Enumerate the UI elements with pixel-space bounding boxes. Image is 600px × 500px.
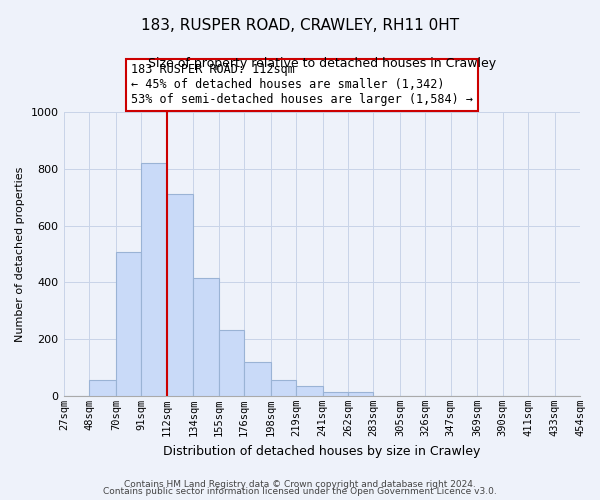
Bar	[296, 386, 323, 396]
Text: Contains HM Land Registry data © Crown copyright and database right 2024.: Contains HM Land Registry data © Crown c…	[124, 480, 476, 489]
Bar	[193, 278, 219, 396]
X-axis label: Distribution of detached houses by size in Crawley: Distribution of detached houses by size …	[163, 444, 481, 458]
Bar	[348, 392, 373, 396]
Text: 183 RUSPER ROAD: 112sqm
← 45% of detached houses are smaller (1,342)
53% of semi: 183 RUSPER ROAD: 112sqm ← 45% of detache…	[131, 64, 473, 106]
Bar	[244, 362, 271, 396]
Bar	[89, 380, 116, 396]
Bar	[116, 252, 142, 396]
Text: Contains public sector information licensed under the Open Government Licence v3: Contains public sector information licen…	[103, 487, 497, 496]
Bar	[219, 330, 244, 396]
Text: 183, RUSPER ROAD, CRAWLEY, RH11 0HT: 183, RUSPER ROAD, CRAWLEY, RH11 0HT	[141, 18, 459, 32]
Bar	[167, 194, 193, 396]
Bar	[142, 163, 167, 396]
Bar	[271, 380, 296, 396]
Bar	[323, 392, 348, 396]
Y-axis label: Number of detached properties: Number of detached properties	[15, 166, 25, 342]
Title: Size of property relative to detached houses in Crawley: Size of property relative to detached ho…	[148, 58, 496, 70]
